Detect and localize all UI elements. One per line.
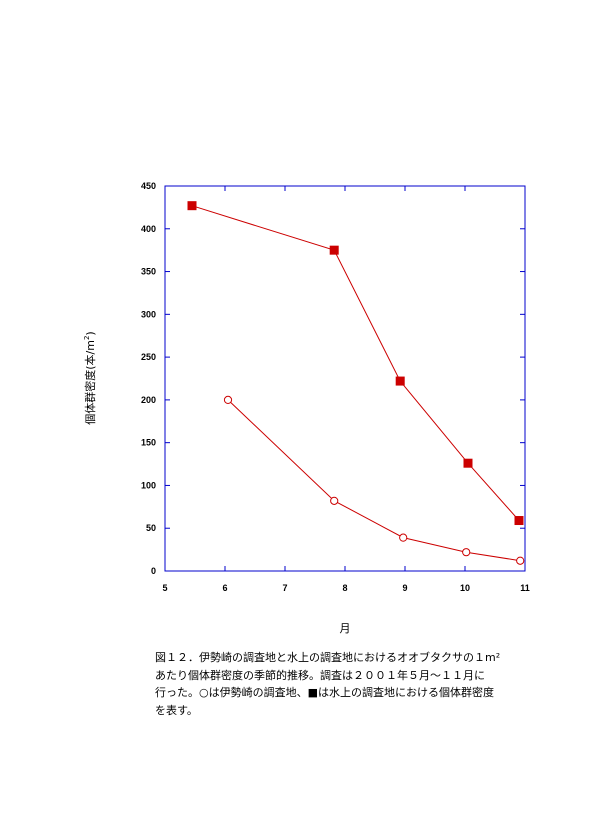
data-point-square: [463, 458, 473, 468]
y-axis-title-superscript: 2: [83, 336, 91, 340]
y-tick-label: 300: [141, 309, 156, 319]
y-axis: 0 50 100 150 200 250 300 350 400 450: [141, 181, 525, 576]
x-tick-label: 7: [282, 583, 287, 593]
x-tick-label: 8: [342, 583, 347, 593]
x-tick-label: 5: [162, 583, 167, 593]
y-axis-title: 個体群密度(本/m2): [83, 331, 97, 424]
data-point-circle: [462, 548, 471, 557]
y-tick-label: 250: [141, 352, 156, 362]
y-axis-title-close: ): [84, 331, 97, 335]
data-point-circle: [516, 556, 525, 565]
caption-line: 図１２．伊勢崎の調査地と水上の調査地におけるオオブタクサの１m²: [155, 651, 501, 664]
data-point-square: [187, 201, 197, 211]
y-axis-title-main: 個体群密度(本/m: [83, 340, 97, 425]
data-point-square: [514, 516, 524, 526]
x-tick-label: 6: [222, 583, 227, 593]
data-point-square: [395, 376, 405, 386]
series-layer: [187, 201, 525, 565]
x-tick-label: 9: [402, 583, 407, 593]
caption-line: 行った。○は伊勢崎の調査地、■は水上の調査地における個体群密度: [155, 686, 494, 699]
y-tick-label: 200: [141, 395, 156, 405]
y-tick-label: 350: [141, 267, 156, 277]
series-line: [227, 399, 521, 562]
y-tick-label: 50: [146, 523, 156, 533]
figure-caption: 図１２．伊勢崎の調査地と水上の調査地におけるオオブタクサの１m² あたり個体群密…: [155, 649, 535, 719]
y-tick-label: 100: [141, 480, 156, 490]
data-point-circle: [223, 395, 233, 404]
y-tick-label: 450: [141, 181, 156, 191]
x-axis: 5 6 7 8 9 10 11: [162, 186, 530, 593]
x-axis-title: 月: [340, 622, 351, 635]
data-point-circle: [399, 533, 408, 542]
data-point-circle: [330, 496, 339, 505]
plot-frame: [164, 185, 526, 572]
caption-line: を表す。: [155, 703, 198, 717]
series-line: [191, 205, 520, 521]
y-tick-label: 400: [141, 224, 156, 234]
y-tick-label: 150: [141, 438, 156, 448]
y-tick-label: 0: [151, 566, 156, 576]
x-tick-label: 10: [460, 583, 470, 593]
x-tick-label: 11: [520, 583, 530, 593]
caption-line: あたり個体群密度の季節的推移。調査は２００１年５月～１１月に: [155, 668, 485, 682]
data-point-square: [329, 245, 339, 255]
